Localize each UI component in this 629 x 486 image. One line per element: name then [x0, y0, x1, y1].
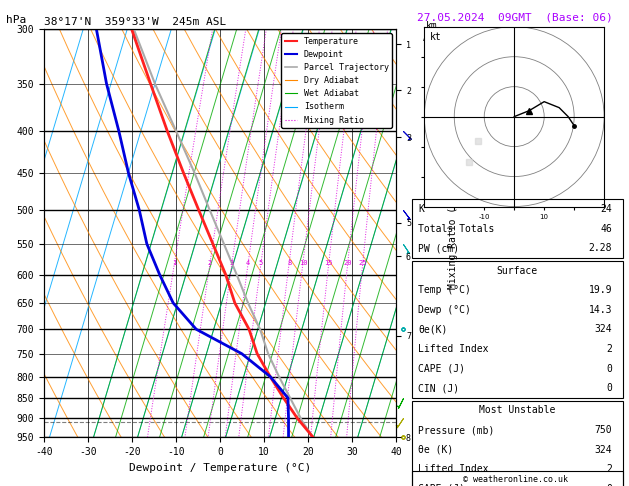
- Text: 2: 2: [606, 464, 612, 474]
- Y-axis label: hPa: hPa: [6, 15, 26, 25]
- Bar: [412, 199, 623, 258]
- Text: 24: 24: [601, 204, 612, 214]
- Text: 46: 46: [601, 224, 612, 234]
- Bar: [412, 261, 623, 398]
- Text: 20: 20: [343, 260, 352, 266]
- Text: 27.05.2024  09GMT  (Base: 06): 27.05.2024 09GMT (Base: 06): [417, 12, 613, 22]
- Text: 0: 0: [606, 383, 612, 393]
- Text: 0: 0: [606, 484, 612, 486]
- Text: Mixing Ratio (g/kg): Mixing Ratio (g/kg): [448, 177, 458, 289]
- Text: 10: 10: [299, 260, 307, 266]
- Legend: Temperature, Dewpoint, Parcel Trajectory, Dry Adiabat, Wet Adiabat, Isotherm, Mi: Temperature, Dewpoint, Parcel Trajectory…: [281, 34, 392, 128]
- Text: Most Unstable: Most Unstable: [479, 405, 555, 416]
- Text: 38°17'N  359°33'W  245m ASL: 38°17'N 359°33'W 245m ASL: [44, 17, 226, 27]
- Text: CAPE (J): CAPE (J): [418, 484, 465, 486]
- Text: CAPE (J): CAPE (J): [418, 364, 465, 374]
- Text: 19.9: 19.9: [589, 285, 612, 295]
- Text: 25: 25: [359, 260, 367, 266]
- Text: Pressure (mb): Pressure (mb): [418, 425, 494, 435]
- Text: 324: 324: [594, 445, 612, 454]
- Text: Lifted Index: Lifted Index: [418, 344, 489, 354]
- Text: Surface: Surface: [497, 265, 538, 276]
- Text: 2: 2: [208, 260, 212, 266]
- Bar: [412, 471, 623, 486]
- Text: PW (cm): PW (cm): [418, 243, 459, 253]
- Text: 3: 3: [230, 260, 234, 266]
- Text: Lifted Index: Lifted Index: [418, 464, 489, 474]
- Text: 14.3: 14.3: [589, 305, 612, 315]
- Text: 324: 324: [594, 324, 612, 334]
- Y-axis label: km
ASL: km ASL: [423, 21, 440, 43]
- Text: θe(K): θe(K): [418, 324, 448, 334]
- Text: 5: 5: [259, 260, 263, 266]
- Text: 2: 2: [606, 344, 612, 354]
- Bar: [412, 400, 623, 486]
- Text: θe (K): θe (K): [418, 445, 454, 454]
- Text: 0: 0: [606, 364, 612, 374]
- Text: 15: 15: [325, 260, 333, 266]
- Text: © weatheronline.co.uk: © weatheronline.co.uk: [464, 474, 568, 484]
- Text: CIN (J): CIN (J): [418, 383, 459, 393]
- Text: Dewp (°C): Dewp (°C): [418, 305, 471, 315]
- Text: 8: 8: [287, 260, 291, 266]
- Text: Temp (°C): Temp (°C): [418, 285, 471, 295]
- X-axis label: Dewpoint / Temperature (°C): Dewpoint / Temperature (°C): [129, 463, 311, 473]
- Text: Totals Totals: Totals Totals: [418, 224, 494, 234]
- Text: 2.28: 2.28: [589, 243, 612, 253]
- Text: 1: 1: [172, 260, 177, 266]
- Text: K: K: [418, 204, 424, 214]
- Text: kt: kt: [430, 32, 442, 42]
- Text: 750: 750: [594, 425, 612, 435]
- Text: 4: 4: [246, 260, 250, 266]
